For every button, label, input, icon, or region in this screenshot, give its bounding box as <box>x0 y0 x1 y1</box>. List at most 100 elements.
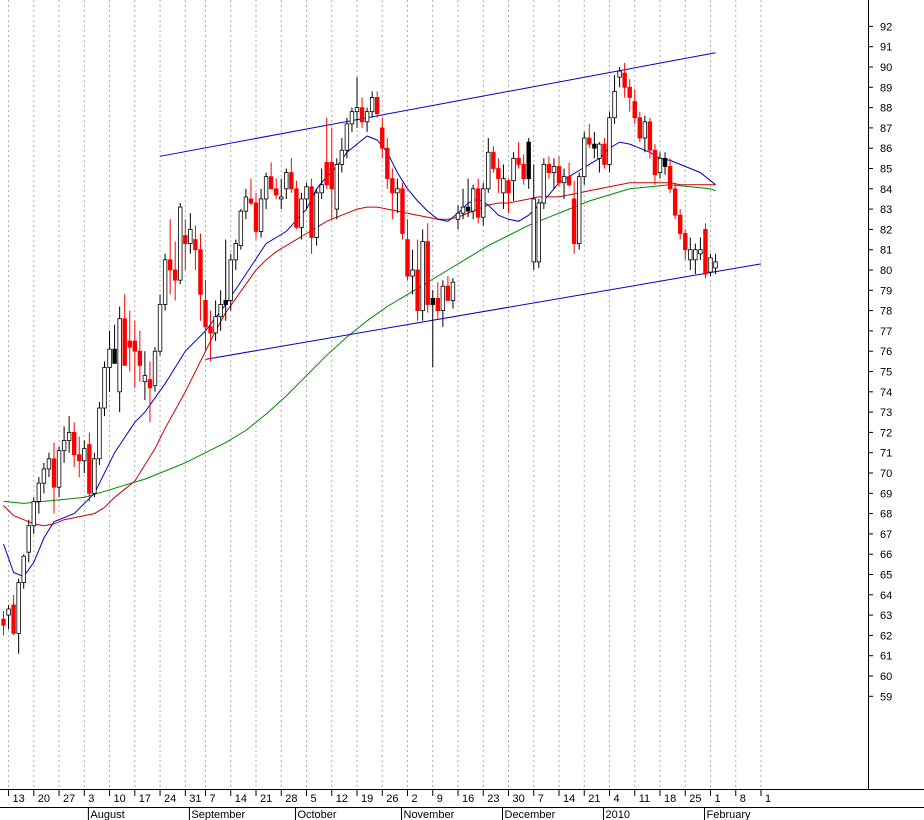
candle <box>642 115 648 153</box>
candle <box>703 223 708 279</box>
candle-body <box>82 448 87 462</box>
candles <box>1 62 718 654</box>
candle-body <box>415 269 420 311</box>
x-tick-label: 10 <box>114 793 126 805</box>
candle-body <box>228 259 233 301</box>
x-tick-label: 27 <box>63 793 75 805</box>
candle-body <box>405 239 410 277</box>
candle <box>92 452 97 498</box>
candle <box>612 75 617 124</box>
y-tick-label: 80 <box>880 265 892 277</box>
candle-body <box>506 180 511 194</box>
candle <box>223 239 228 321</box>
candle <box>61 426 67 463</box>
trendline <box>205 263 762 360</box>
candle <box>592 131 597 159</box>
candle-body <box>289 172 294 190</box>
candle <box>238 209 244 250</box>
candle-body <box>248 198 254 204</box>
candle-body <box>258 198 264 232</box>
candle <box>395 178 400 214</box>
candle <box>688 237 693 270</box>
candle-body <box>672 188 678 216</box>
candle-body <box>577 176 582 245</box>
x-tick-label: 21 <box>260 793 272 805</box>
candle-body <box>334 164 339 210</box>
candle <box>364 107 370 132</box>
candle <box>672 182 678 220</box>
candle-body <box>61 440 67 452</box>
candle <box>647 117 653 159</box>
candle-body <box>309 186 314 238</box>
candle <box>142 351 148 400</box>
x-tick-label: 2 <box>412 793 418 805</box>
candle <box>193 225 198 270</box>
candle-body <box>430 298 435 305</box>
candle <box>162 253 168 311</box>
candle-body <box>481 188 486 218</box>
candle-body <box>541 164 547 204</box>
candle-body <box>501 178 506 194</box>
candle-body <box>556 166 562 184</box>
candle-body <box>693 249 698 261</box>
candle-body <box>642 121 648 139</box>
candle <box>16 578 21 654</box>
candle <box>188 213 193 254</box>
candle-body <box>11 604 16 634</box>
y-tick-label: 62 <box>880 630 892 642</box>
y-tick-label: 83 <box>880 204 892 216</box>
candle <box>678 209 683 240</box>
candle-body <box>703 228 708 275</box>
candle-body <box>142 375 148 383</box>
candle <box>324 117 329 189</box>
candle <box>248 178 254 206</box>
x-tick-label: 8 <box>740 793 746 805</box>
candle <box>183 219 188 270</box>
y-tick-label: 81 <box>880 245 892 257</box>
candle <box>178 203 183 285</box>
candle <box>233 239 238 270</box>
candle <box>561 168 567 199</box>
y-tick-label: 76 <box>880 346 892 358</box>
month-label: August <box>90 809 124 820</box>
candle <box>354 77 360 128</box>
candle <box>683 229 688 260</box>
candle <box>208 310 213 362</box>
candle-body <box>511 157 516 182</box>
x-tick-label: 7 <box>538 793 544 805</box>
candle-body <box>122 318 127 366</box>
candle <box>713 253 718 275</box>
candle-body <box>667 166 673 190</box>
x-tick-label: 28 <box>285 793 297 805</box>
x-tick-label: 24 <box>164 793 176 805</box>
x-tick-label: 31 <box>189 793 201 805</box>
y-tick-label: 64 <box>880 590 892 602</box>
candle-body <box>607 117 612 165</box>
candle-body <box>597 143 602 159</box>
candle <box>26 519 31 563</box>
candle-body <box>117 318 122 393</box>
candle-body <box>460 206 466 214</box>
candle <box>460 188 466 220</box>
candle-body <box>152 350 158 387</box>
candle <box>622 62 627 98</box>
candle <box>657 152 663 179</box>
y-tick-label: 65 <box>880 570 892 582</box>
candle-body <box>314 192 319 238</box>
candle-body <box>36 482 42 502</box>
x-tick-label: 16 <box>462 793 474 805</box>
candle-body <box>56 450 62 488</box>
candle <box>536 198 541 268</box>
candle-body <box>172 269 178 281</box>
x-tick-label: 14 <box>235 793 247 805</box>
candle <box>632 89 637 124</box>
x-tick-label: 20 <box>38 793 50 805</box>
candle-body <box>390 178 395 194</box>
candle <box>31 497 36 534</box>
candle <box>571 180 577 254</box>
candle-body <box>137 350 143 366</box>
candle-body <box>445 285 451 301</box>
candle-body <box>632 101 637 119</box>
candle-body <box>683 233 688 251</box>
y-tick-label: 73 <box>880 407 892 419</box>
